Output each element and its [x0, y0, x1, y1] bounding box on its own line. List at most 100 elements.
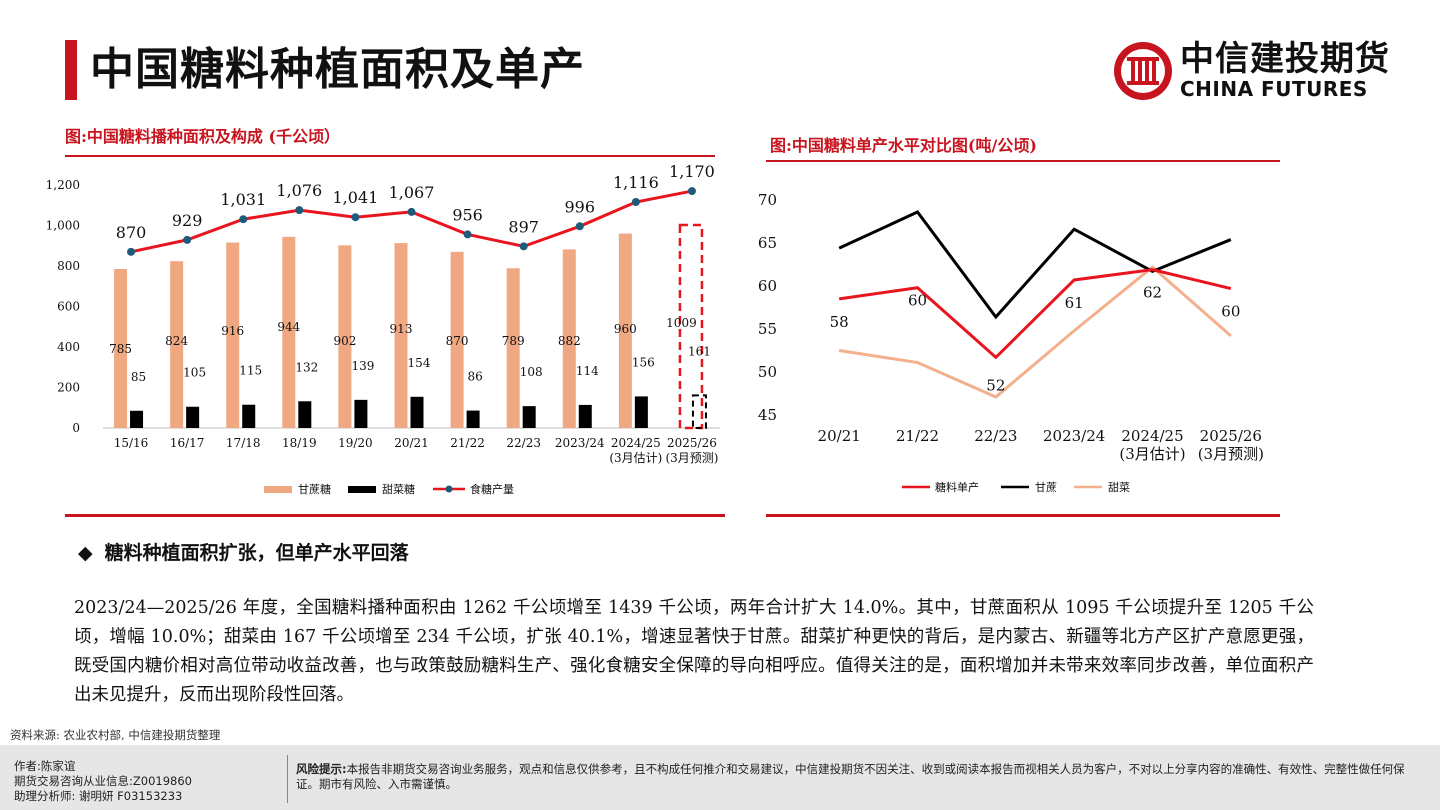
- yield-comparison-chart: 45 50 55 60 65 70 20/21 21/22 22/23 2023/24 2024/2…: [758, 191, 1264, 494]
- footer-divider: [287, 755, 288, 803]
- sugar-output-point: [295, 206, 304, 215]
- cane-value-label: 824: [165, 334, 188, 348]
- left-chart-title: 图:中国糖料播种面积及构成 (千公顷）: [65, 127, 341, 146]
- sugar-output-label: 956: [452, 205, 483, 224]
- beet-value-label: 108: [520, 365, 543, 379]
- cane-value-label: 789: [502, 334, 525, 348]
- cane-bar: [618, 233, 632, 428]
- yield-data-label: 62: [1143, 284, 1162, 302]
- x-tick-label: 2024/25 (3月估计): [609, 436, 662, 465]
- beet-bar: [410, 396, 424, 428]
- sugar-area-chart: 0 200 400 600 800 1,000 1,200 785 85 15/16 824 105 1…: [46, 162, 720, 496]
- x-tick-label: 20/21: [394, 436, 429, 450]
- x-tick-label: 2023/24: [555, 436, 605, 450]
- beet-bar: [354, 399, 368, 428]
- y-tick-label: 1,000: [46, 219, 80, 233]
- legend-output-label: 食糖产量: [470, 482, 514, 496]
- yield-data-label: 60: [1221, 303, 1240, 321]
- beet-bar: [242, 404, 256, 428]
- cane-bar: [506, 268, 520, 428]
- analysis-paragraph: 2023/24—2025/26 年度，全国糖料播种面积由 1262 千公顷增至 …: [74, 598, 1314, 705]
- cane-bar: [170, 261, 184, 428]
- y-tick-label: 0: [72, 421, 80, 435]
- right-chart-title: 图:中国糖料单产水平对比图(吨/公顷): [770, 136, 1037, 155]
- legend-output-marker: [445, 485, 453, 493]
- sugar-output-point: [407, 207, 416, 216]
- cane-bar: [338, 245, 352, 428]
- y-tick-label: 45: [758, 406, 777, 424]
- sugar-output-label: 897: [508, 217, 539, 236]
- legend-beet-swatch: [348, 486, 376, 493]
- cane-value-label: 870: [446, 334, 469, 348]
- cane-bar: [282, 236, 296, 428]
- company-logo-icon: [1114, 42, 1172, 100]
- cane-value-label: 944: [277, 320, 300, 334]
- sugar-output-point: [687, 187, 696, 196]
- yield-data-label: 52: [986, 376, 1005, 394]
- series-line-yield: [838, 268, 1232, 360]
- logo-english-name: CHINA FUTURES: [1180, 77, 1368, 101]
- y-tick-label: 60: [758, 277, 777, 295]
- sugar-output-label: 870: [116, 223, 147, 242]
- left-chart-top-rule: [65, 155, 715, 157]
- sugar-output-label: 1,170: [669, 162, 715, 181]
- cane-value-label: 1009: [666, 316, 697, 330]
- beet-bar: [130, 410, 144, 428]
- right-chart-bottom-rule: [766, 514, 1280, 517]
- x-tick-label: 22/23: [974, 427, 1017, 445]
- left-chart-bottom-rule: [65, 514, 725, 517]
- sugar-output-point: [239, 215, 248, 224]
- x-tick-label: 22/23: [506, 436, 541, 450]
- cane-bar: [114, 269, 128, 428]
- y-tick-label: 800: [57, 259, 80, 273]
- author-license: 期货交易咨询从业信息:Z0019860: [14, 774, 192, 788]
- sugar-output-label: 1,067: [389, 183, 435, 202]
- y-tick-label: 70: [758, 191, 777, 209]
- cane-value-label: 882: [558, 334, 581, 348]
- author-name: 作者:陈家谊: [14, 759, 76, 773]
- cane-bar: [562, 249, 576, 428]
- cane-bar: [226, 242, 240, 428]
- legend-cane-label: 甘蔗: [1035, 481, 1057, 494]
- cane-value-label: 913: [390, 322, 413, 336]
- x-tick-label: 2025/26 (3月预测): [1198, 427, 1264, 463]
- x-tick-label: 20/21: [818, 427, 861, 445]
- beet-value-label: 86: [467, 370, 482, 384]
- footer-author-info: 作者:陈家谊 期货交易咨询从业信息:Z0019860 助理分析师: 谢明妍 F0…: [14, 759, 192, 804]
- sugar-output-label: 929: [172, 211, 203, 230]
- beet-value-label: 115: [239, 364, 262, 378]
- y-tick-label: 200: [57, 381, 80, 395]
- cane-value-label: 960: [614, 322, 637, 336]
- beet-bar: [691, 394, 707, 430]
- beet-bar: [634, 396, 648, 428]
- sugar-output-label: 1,076: [276, 181, 322, 200]
- sugar-output-label: 1,041: [333, 188, 379, 207]
- legend-yield-label: 糖料单产: [935, 480, 979, 494]
- beet-bar: [578, 404, 592, 428]
- assistant-analyst: 助理分析师: 谢明妍 F03153233: [14, 789, 183, 803]
- sugar-output-point: [127, 247, 136, 256]
- key-point-text: 糖料种植面积扩张，但单产水平回落: [104, 542, 409, 564]
- right-chart-top-rule: [766, 160, 1280, 162]
- sugar-output-point: [519, 242, 528, 251]
- cane-bar: [450, 251, 464, 428]
- logo-chinese-name: 中信建投期货: [1180, 39, 1390, 79]
- x-tick-label: 16/17: [170, 436, 205, 450]
- y-tick-label: 65: [758, 234, 777, 252]
- beet-bar: [522, 406, 536, 428]
- diamond-bullet-icon: ◆: [78, 542, 93, 564]
- series-line-beet: [838, 265, 1232, 399]
- beet-value-label: 139: [351, 359, 374, 373]
- sugar-output-label: 1,116: [613, 173, 659, 192]
- sugar-output-point: [351, 213, 360, 222]
- beet-value-label: 161: [688, 344, 711, 358]
- page-title: 中国糖料种植面积及单产: [90, 44, 585, 95]
- sugar-output-point: [631, 198, 640, 207]
- key-point: ◆ 糖料种植面积扩张，但单产水平回落: [78, 540, 409, 566]
- beet-value-label: 85: [131, 370, 146, 384]
- sugar-output-point: [575, 222, 584, 231]
- sugar-output-label: 1,031: [220, 190, 266, 209]
- legend-beet-label: 甜菜糖: [382, 482, 415, 496]
- yield-data-label: 60: [908, 292, 927, 310]
- y-tick-label: 600: [57, 300, 80, 314]
